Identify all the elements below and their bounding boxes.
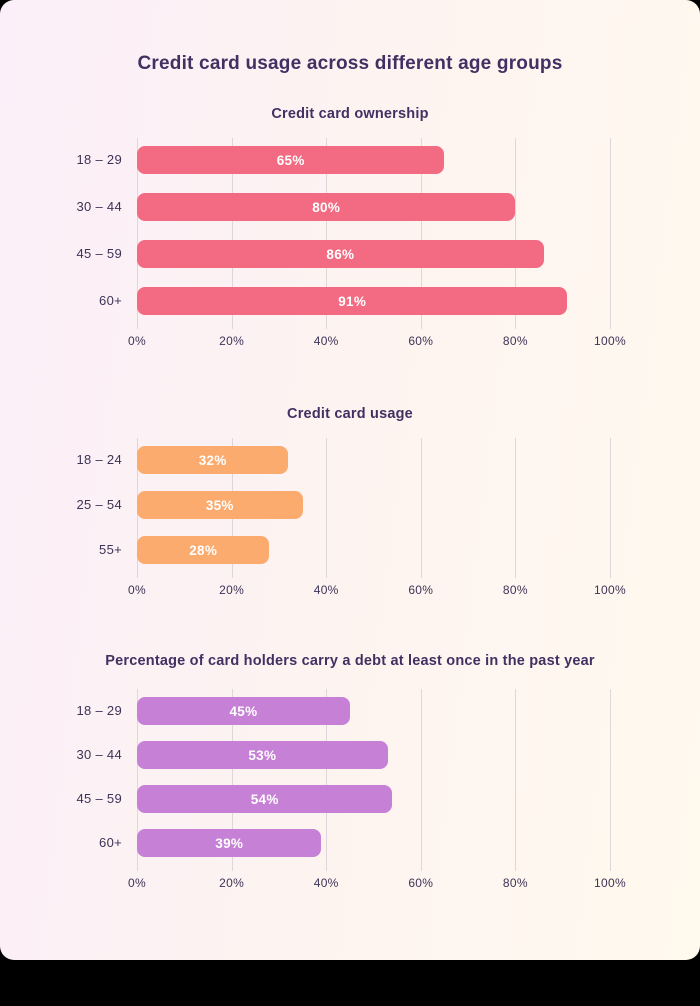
bar-value-label: 28%	[189, 542, 218, 558]
bar: 54%	[137, 785, 393, 813]
category-label: 18 – 29	[76, 152, 122, 167]
bar-rows: 18 – 29 45% 30 – 44 53% 45 – 59 54% 60+ 39%	[77, 697, 610, 857]
plot-area: 18 – 29 65% 30 – 44 80% 45 – 59 86% 60+ 91% 0% 2…	[77, 138, 626, 350]
x-tick-label: 60%	[408, 876, 434, 890]
grid-line	[515, 138, 517, 329]
x-tick-label: 80%	[502, 583, 528, 597]
grid-line	[231, 689, 233, 871]
category-label: 55+	[99, 542, 122, 557]
chart-credit-card-usage: Credit card usage 18 – 24 32% 25 – 54 35% 55…	[0, 404, 700, 599]
grid-line	[326, 438, 328, 578]
bar-row: 18 – 24 32%	[77, 446, 610, 474]
x-tick-label: 100%	[594, 583, 626, 597]
grid-zone: 18 – 24 32% 25 – 54 35% 55+ 28%	[77, 438, 611, 578]
bar: 35%	[137, 491, 303, 519]
grid-zone: 18 – 29 45% 30 – 44 53% 45 – 59 54% 60+ 39%	[77, 689, 611, 871]
x-tick-label: 20%	[219, 334, 245, 348]
bar: 45%	[137, 697, 350, 725]
x-tick-label: 60%	[408, 583, 434, 597]
bar-row: 18 – 29 65%	[77, 146, 610, 174]
bar-rows: 18 – 29 65% 30 – 44 80% 45 – 59 86% 60+ 91%	[77, 146, 610, 315]
bar-value-label: 39%	[215, 835, 244, 851]
bar-row: 18 – 29 45%	[77, 697, 610, 725]
grid-line	[610, 138, 611, 329]
bar-row: 45 – 59 86%	[77, 240, 610, 268]
chart-title-debt: Percentage of card holders carry a debt …	[105, 653, 595, 669]
x-tick-label: 80%	[502, 876, 528, 890]
bar: 32%	[137, 446, 289, 474]
x-tick-label: 20%	[219, 583, 245, 597]
grid-line	[610, 689, 611, 871]
grid-line	[326, 689, 328, 871]
bar-rows: 18 – 24 32% 25 – 54 35% 55+ 28%	[77, 446, 610, 564]
bar: 39%	[137, 829, 322, 857]
chart-credit-card-ownership: Credit card ownership 18 – 29 65% 30 – 44 8…	[0, 104, 700, 350]
category-label: 60+	[99, 293, 122, 308]
bar-value-label: 32%	[198, 452, 227, 468]
x-axis: 0% 20% 40% 60% 80% 100%	[128, 583, 626, 599]
category-label: 45 – 59	[76, 791, 122, 806]
bar-value-label: 53%	[248, 747, 277, 763]
chart-title-ownership: Credit card ownership	[271, 106, 429, 122]
x-tick-label: 100%	[594, 876, 626, 890]
x-tick-label: 0%	[128, 583, 146, 597]
grid-line	[610, 438, 611, 578]
x-tick-label: 40%	[313, 334, 339, 348]
grid-line	[515, 689, 517, 871]
grid-line	[137, 138, 138, 329]
bar: 28%	[137, 536, 270, 564]
category-label: 30 – 44	[76, 747, 122, 762]
bar-value-label: 65%	[276, 152, 305, 168]
category-label: 18 – 24	[76, 452, 122, 467]
bar: 65%	[137, 146, 445, 174]
bar-value-label: 35%	[205, 497, 234, 513]
bar-row: 30 – 44 53%	[77, 741, 610, 769]
x-tick-label: 20%	[219, 876, 245, 890]
category-label: 45 – 59	[76, 246, 122, 261]
category-label: 30 – 44	[76, 199, 122, 214]
bar-value-label: 86%	[326, 246, 355, 262]
bar-value-label: 54%	[250, 791, 279, 807]
bar-row: 60+ 39%	[99, 829, 610, 857]
category-label: 25 – 54	[76, 497, 122, 512]
x-axis: 0% 20% 40% 60% 80% 100%	[128, 334, 626, 350]
bar-row: 55+ 28%	[99, 536, 610, 564]
x-tick-label: 40%	[313, 876, 339, 890]
plot-area: 18 – 24 32% 25 – 54 35% 55+ 28% 0% 20% 40% 60% 80…	[77, 438, 626, 599]
bar: 86%	[137, 240, 544, 268]
chart-title-usage: Credit card usage	[287, 406, 413, 422]
grid-line	[231, 138, 233, 329]
bar: 91%	[137, 287, 568, 315]
grid-line	[515, 438, 517, 578]
x-tick-label: 60%	[408, 334, 434, 348]
grid-line	[420, 138, 422, 329]
bar-row: 30 – 44 80%	[77, 193, 610, 221]
x-tick-label: 0%	[128, 876, 146, 890]
grid-line	[420, 689, 422, 871]
category-label: 60+	[99, 835, 122, 850]
chart-card-holders-debt: Percentage of card holders carry a debt …	[0, 651, 700, 892]
grid-line	[326, 138, 328, 329]
bar-row: 25 – 54 35%	[77, 491, 610, 519]
infographic-card: Credit card usage across different age g…	[0, 0, 700, 960]
grid-line	[137, 689, 138, 871]
plot-area: 18 – 29 45% 30 – 44 53% 45 – 59 54% 60+ 39% 0% 2…	[77, 689, 626, 892]
grid-zone: 18 – 29 65% 30 – 44 80% 45 – 59 86% 60+ 91%	[77, 138, 611, 329]
bar: 80%	[137, 193, 516, 221]
grid-line	[420, 438, 422, 578]
x-axis: 0% 20% 40% 60% 80% 100%	[128, 876, 626, 892]
bar: 53%	[137, 741, 388, 769]
bar-value-label: 45%	[229, 703, 258, 719]
x-tick-label: 100%	[594, 334, 626, 348]
x-tick-label: 40%	[313, 583, 339, 597]
bar-row: 45 – 59 54%	[77, 785, 610, 813]
category-label: 18 – 29	[76, 703, 122, 718]
page-title: Credit card usage across different age g…	[137, 53, 563, 74]
bar-row: 60+ 91%	[99, 287, 610, 315]
x-tick-label: 80%	[502, 334, 528, 348]
x-tick-label: 0%	[128, 334, 146, 348]
bar-value-label: 80%	[312, 199, 341, 215]
bar-value-label: 91%	[338, 293, 367, 309]
